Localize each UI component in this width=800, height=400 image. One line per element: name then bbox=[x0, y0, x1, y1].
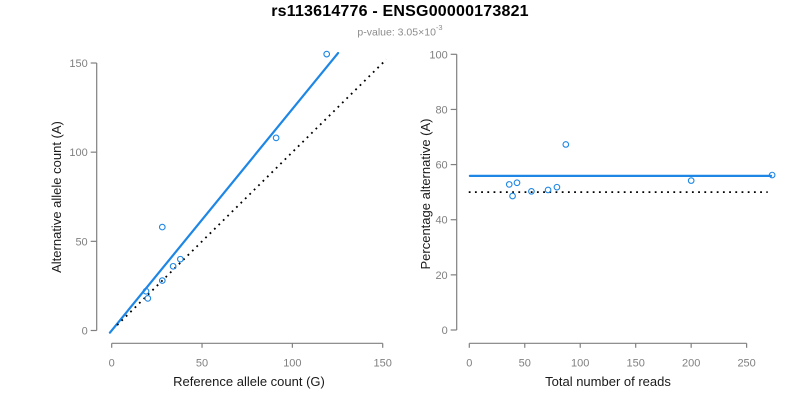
data-point bbox=[323, 50, 331, 58]
data-point bbox=[513, 179, 521, 187]
identity-line bbox=[116, 58, 387, 326]
pvalue-exponent: -3 bbox=[435, 23, 443, 32]
x-tick-label: 250 bbox=[737, 358, 755, 370]
x-tick-label: 0 bbox=[109, 358, 115, 370]
data-point bbox=[768, 171, 776, 179]
data-point bbox=[177, 255, 184, 263]
data-point bbox=[505, 181, 513, 188]
x-axis-title: Reference allele count (G) bbox=[173, 374, 325, 389]
data-point bbox=[544, 186, 552, 194]
data-point bbox=[144, 295, 152, 302]
fitted-ratio-line bbox=[108, 51, 340, 334]
x-axis-title: Total number of reads bbox=[545, 374, 671, 389]
x-tick-label: 150 bbox=[374, 358, 392, 370]
x-tick-label: 150 bbox=[627, 358, 645, 370]
data-point bbox=[169, 262, 177, 270]
y-tick-label: 80 bbox=[435, 104, 447, 116]
y-tick-label: 0 bbox=[82, 326, 88, 338]
y-tick-label: 100 bbox=[429, 49, 447, 61]
data-point bbox=[528, 187, 535, 195]
y-tick-label: 150 bbox=[69, 58, 87, 70]
y-tick-label: 100 bbox=[69, 147, 87, 159]
x-tick-label: 50 bbox=[196, 358, 208, 370]
data-point bbox=[509, 192, 516, 200]
x-tick-label: 0 bbox=[466, 358, 472, 370]
y-tick-label: 60 bbox=[435, 160, 447, 172]
y-tick-label: 0 bbox=[442, 325, 448, 337]
x-tick-label: 100 bbox=[283, 358, 301, 370]
figure-subtitle: p-value: 3.05×10-3 bbox=[0, 23, 800, 39]
x-tick-label: 50 bbox=[519, 358, 531, 370]
data-point bbox=[158, 277, 166, 284]
y-tick-label: 50 bbox=[75, 236, 87, 248]
x-tick-label: 200 bbox=[682, 358, 700, 370]
data-point bbox=[553, 183, 561, 191]
x-tick-label: 100 bbox=[571, 358, 589, 370]
data-point bbox=[158, 223, 166, 231]
data-point bbox=[687, 177, 695, 184]
allele-counts-plot: 0 50 100 150 0 50 100 150 Reference allele count… bbox=[49, 50, 392, 389]
figure-title: rs113614776 - ENSG00000173821 bbox=[271, 3, 529, 20]
y-axis-title: Alternative allele count (A) bbox=[49, 121, 64, 273]
y-tick-label: 40 bbox=[435, 215, 447, 227]
pvalue-text: p-value: 3.05×10 bbox=[357, 26, 436, 39]
y-axis-title: Percentage alternative (A) bbox=[418, 118, 433, 269]
percentage-vs-coverage-plot: 0 50 100 150 200 250 0 20 40 60 80 100 Total number … bbox=[418, 49, 776, 389]
data-point bbox=[272, 134, 280, 142]
data-point bbox=[562, 141, 570, 148]
y-tick-label: 20 bbox=[435, 270, 447, 282]
data-point bbox=[142, 287, 150, 295]
